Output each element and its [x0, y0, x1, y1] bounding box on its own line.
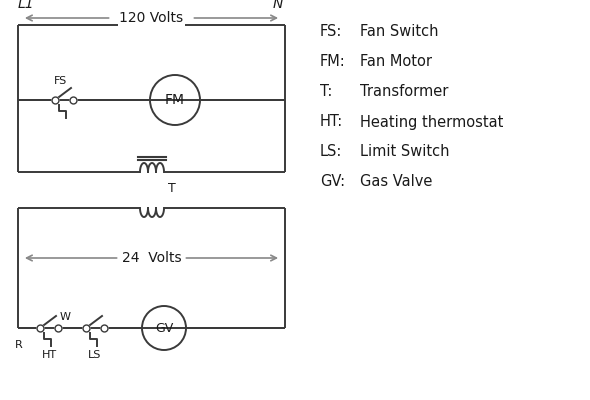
Text: GV:: GV:: [320, 174, 345, 190]
Text: 24  Volts: 24 Volts: [122, 251, 181, 265]
Text: Heating thermostat: Heating thermostat: [360, 114, 503, 130]
Text: Fan Motor: Fan Motor: [360, 54, 432, 70]
Text: LS:: LS:: [320, 144, 342, 160]
Text: Limit Switch: Limit Switch: [360, 144, 450, 160]
Text: R: R: [15, 340, 23, 350]
Text: FS: FS: [54, 76, 67, 86]
Text: Fan Switch: Fan Switch: [360, 24, 438, 40]
Text: T:: T:: [320, 84, 332, 100]
Text: T: T: [168, 182, 176, 194]
Text: HT:: HT:: [320, 114, 343, 130]
Text: L1: L1: [18, 0, 35, 11]
Text: LS: LS: [88, 350, 101, 360]
Text: FM:: FM:: [320, 54, 346, 70]
Text: HT: HT: [41, 350, 57, 360]
Text: Transformer: Transformer: [360, 84, 448, 100]
Text: FM: FM: [165, 93, 185, 107]
Text: W: W: [60, 312, 71, 322]
Text: FS:: FS:: [320, 24, 342, 40]
Text: N: N: [273, 0, 283, 11]
Text: GV: GV: [155, 322, 173, 334]
Text: Gas Valve: Gas Valve: [360, 174, 432, 190]
Text: 120 Volts: 120 Volts: [119, 11, 183, 25]
